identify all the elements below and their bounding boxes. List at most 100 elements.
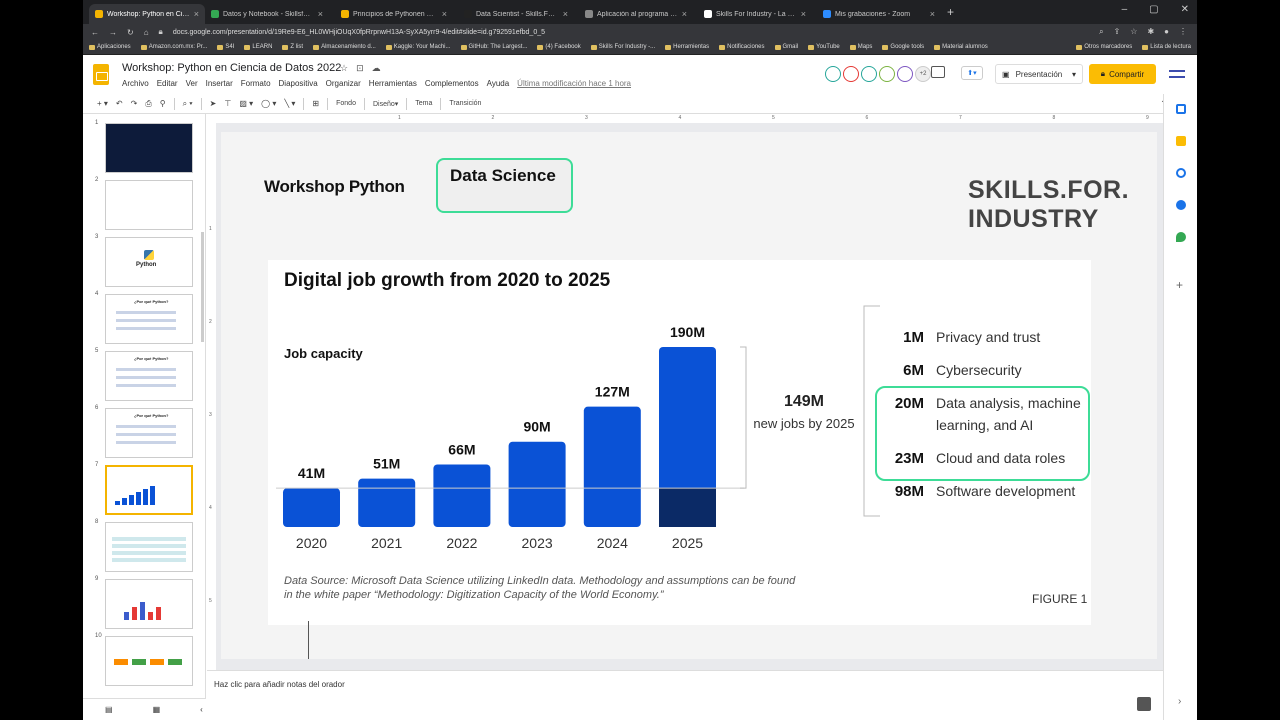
background-button[interactable]: Fondo: [336, 100, 356, 107]
contacts-icon[interactable]: [1176, 200, 1186, 210]
search-icon[interactable]: ⌕: [1099, 27, 1104, 36]
bookmark-item[interactable]: YouTube: [808, 44, 840, 50]
select-icon[interactable]: ➤: [209, 99, 217, 108]
add-addon-icon[interactable]: +: [1176, 278, 1184, 292]
bookmark-item[interactable]: Aplicaciones: [89, 44, 131, 50]
menu-item-editar[interactable]: Editar: [156, 79, 178, 88]
bookmark-item[interactable]: Maps: [849, 44, 872, 50]
text-box-icon[interactable]: ⊤: [224, 99, 232, 108]
cloud-status-icon[interactable]: ☁: [371, 63, 381, 73]
minimize-icon[interactable]: –: [1121, 4, 1128, 15]
slide-thumbnail[interactable]: [105, 636, 193, 686]
slide-thumbnail[interactable]: [105, 180, 193, 230]
tab-close-icon[interactable]: ×: [800, 9, 806, 19]
slide-thumbnail[interactable]: Python: [105, 237, 193, 287]
extensions-icon[interactable]: ✱: [1147, 27, 1155, 36]
slide-thumbnail[interactable]: [105, 465, 193, 515]
slide-thumbnail[interactable]: [105, 579, 193, 629]
line-icon[interactable]: ╲ ▾: [284, 99, 296, 108]
tab-close-icon[interactable]: ×: [681, 9, 687, 19]
avatar[interactable]: [897, 66, 913, 82]
bookmark-item[interactable]: GitHub: The Largest...: [460, 44, 527, 50]
calendar-icon[interactable]: [1176, 104, 1186, 114]
menu-dots-icon[interactable]: ⋮: [1179, 27, 1187, 36]
browser-tab[interactable]: Aplicación al programa Data Scie×: [579, 4, 693, 24]
paint-format-icon[interactable]: ⚲: [159, 99, 166, 108]
browser-tab[interactable]: Principios de Pythonen Ciencia d×: [335, 4, 453, 24]
menu-item-insertar[interactable]: Insertar: [205, 79, 233, 88]
meet-icon[interactable]: ⬆▾: [961, 66, 983, 80]
tab-close-icon[interactable]: ×: [441, 9, 447, 19]
slide-thumbnail[interactable]: ¿Por qué Python?: [105, 294, 193, 344]
bookmark-item[interactable]: Gmail: [774, 44, 798, 50]
bookmark-item[interactable]: Notificaciones: [719, 44, 765, 50]
bookmark-item[interactable]: S4I: [217, 44, 234, 50]
present-button[interactable]: ▣ Presentación ▾: [995, 64, 1083, 84]
bookmark-item[interactable]: Herramientas: [665, 44, 709, 50]
expand-panel-icon[interactable]: ›: [1178, 696, 1182, 707]
new-slide-icon[interactable]: + ▾: [97, 99, 108, 108]
data-science-box[interactable]: Data Science: [436, 158, 573, 213]
browser-tab[interactable]: Mis grabaciones - Zoom ×: [817, 4, 941, 24]
bookmark-item[interactable]: Kaggle: Your Machi...: [385, 44, 451, 50]
tab-close-icon[interactable]: ×: [929, 9, 935, 19]
slide-thumbnail[interactable]: ¿Por qué Python?: [105, 408, 193, 458]
move-folder-icon[interactable]: ⊡: [356, 63, 364, 73]
last-edit-link[interactable]: Última modificación hace 1 hora: [517, 79, 632, 88]
transition-button[interactable]: Transición: [449, 100, 482, 107]
tab-close-icon[interactable]: ×: [193, 9, 199, 19]
workshop-title[interactable]: Workshop Python: [264, 177, 405, 196]
chart-image[interactable]: Digital job growth from 2020 to 2025 Job…: [268, 260, 1091, 625]
menu-item-ver[interactable]: Ver: [185, 79, 198, 88]
bookmark-item[interactable]: Almacenamiento d...: [313, 44, 376, 50]
maximize-icon[interactable]: ▢: [1149, 4, 1159, 15]
bookmark-item[interactable]: (4) Facebook: [537, 44, 581, 50]
image-icon[interactable]: ▨ ▾: [239, 99, 254, 108]
avatar[interactable]: [825, 66, 841, 82]
slide-thumbnail[interactable]: [105, 522, 193, 572]
menu-item-ayuda[interactable]: Ayuda: [486, 79, 510, 88]
layout-button[interactable]: Diseño▾: [372, 100, 399, 108]
comment-add-icon[interactable]: ⊞: [312, 99, 320, 108]
bookmark-item[interactable]: Material alumnos: [934, 44, 988, 50]
print-icon[interactable]: ⎙: [145, 98, 152, 108]
zoom-icon[interactable]: ⌕ ▾: [182, 98, 193, 108]
bookmark-item[interactable]: Amazon.com.mx: Pr...: [140, 44, 207, 50]
tasks-icon[interactable]: [1176, 168, 1186, 178]
bookmark-item[interactable]: Z list: [282, 44, 303, 50]
slides-logo-icon[interactable]: [93, 64, 109, 85]
speaker-notes[interactable]: Haz clic para añadir notas del orador: [207, 670, 1163, 720]
browser-tab[interactable]: Data Scientist - Skills.For.Industry×: [458, 4, 574, 24]
close-window-icon[interactable]: ✕: [1180, 4, 1189, 15]
slide[interactable]: Workshop Python Data Science SKILLS.FOR.…: [221, 132, 1157, 659]
theme-button[interactable]: Tema: [415, 100, 433, 107]
forward-icon[interactable]: →: [109, 27, 117, 37]
bookmark-item[interactable]: Google tools: [882, 44, 924, 50]
keep-icon[interactable]: [1176, 136, 1186, 146]
document-title[interactable]: Workshop: Python en Ciencia de Datos 202…: [122, 62, 342, 74]
menu-item-organizar[interactable]: Organizar: [325, 79, 361, 88]
comments-icon[interactable]: [931, 66, 945, 78]
url-field[interactable]: docs.google.com/presentation/d/19Re9-E6_…: [172, 28, 546, 36]
more-avatars-badge[interactable]: +2: [915, 66, 931, 82]
back-icon[interactable]: ←: [91, 27, 99, 37]
menu-item-formato[interactable]: Formato: [240, 79, 271, 88]
bookmark-folder[interactable]: Lista de lectura: [1142, 44, 1191, 50]
share-page-icon[interactable]: ⇪: [1113, 27, 1121, 36]
slide-thumbnail[interactable]: ¿Por qué Python?: [105, 351, 193, 401]
grid-view-icon[interactable]: ▦: [152, 705, 161, 714]
bookmark-star-icon[interactable]: ☆: [1130, 27, 1138, 36]
avatar[interactable]: [843, 66, 859, 82]
new-tab-button[interactable]: +: [947, 5, 955, 19]
bookmark-item[interactable]: LEARN: [244, 44, 272, 50]
profile-avatar[interactable]: ●: [1164, 27, 1169, 36]
menu-item-herramientas[interactable]: Herramientas: [368, 79, 417, 88]
star-icon[interactable]: ☆: [340, 63, 349, 73]
chevron-down-icon[interactable]: ▾: [1071, 69, 1076, 79]
menu-item-archivo[interactable]: Archivo: [122, 79, 149, 88]
avatar[interactable]: [879, 66, 895, 82]
browser-tab[interactable]: Datos y Notebook - Skillsforindu ×: [205, 4, 329, 24]
maps-icon[interactable]: [1176, 232, 1186, 242]
shape-icon[interactable]: ◯ ▾: [261, 99, 277, 108]
menu-item-complementos[interactable]: Complementos: [424, 79, 479, 88]
